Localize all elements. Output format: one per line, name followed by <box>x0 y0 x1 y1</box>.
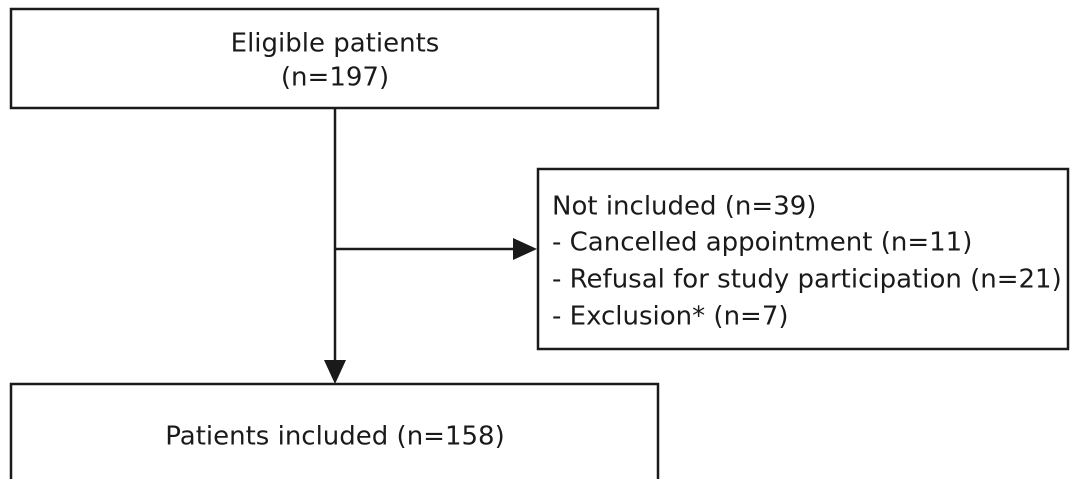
eligible-box <box>9 7 660 110</box>
node-text: Eligible patients <box>231 29 440 59</box>
node-text: Not included (n=39) <box>552 192 816 222</box>
main-arrow-head <box>324 360 346 384</box>
node-text: Patients included (n=158) <box>165 422 505 452</box>
node-text: - Cancelled appointment (n=11) <box>552 228 972 258</box>
excluded-box <box>536 167 1070 351</box>
node-text: - Exclusion* (n=7) <box>552 302 789 332</box>
node-text: (n=197) <box>281 63 389 93</box>
side-arrow-head <box>513 238 537 260</box>
node-text: - Refusal for study participation (n=21) <box>552 265 1062 295</box>
included-box <box>9 382 660 479</box>
